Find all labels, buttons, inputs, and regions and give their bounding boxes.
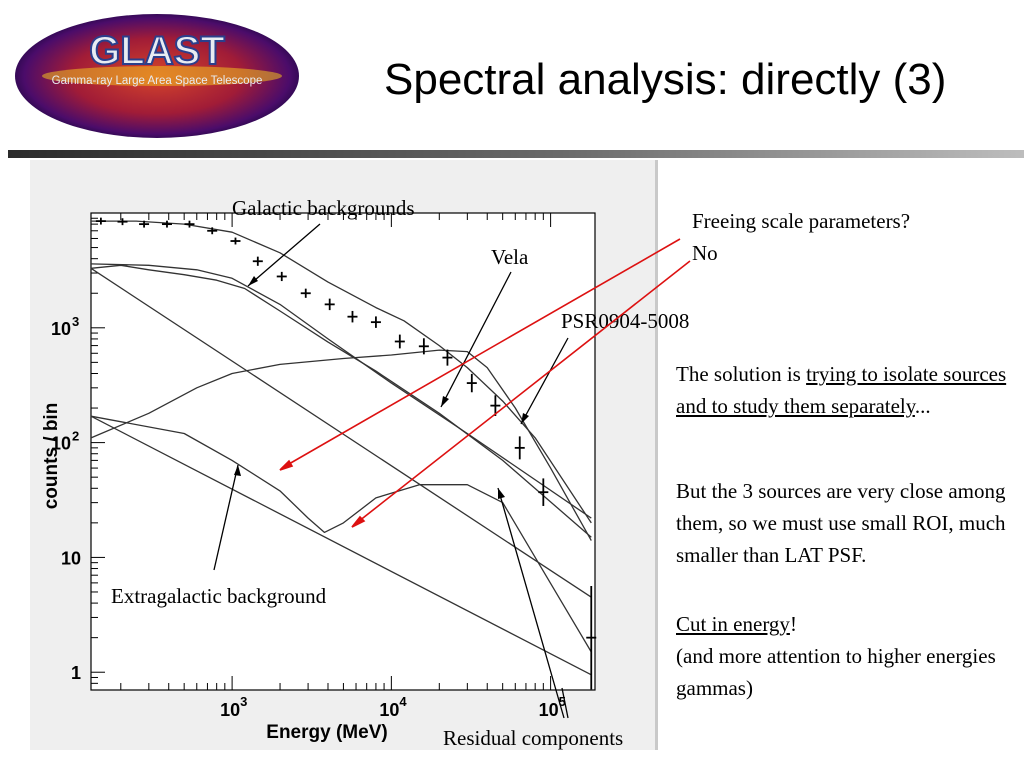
- model-curve-7: [90, 415, 592, 676]
- solution-paragraph: The solution is trying to isolate source…: [676, 358, 1016, 422]
- x-tick-label-exp: 5: [559, 694, 566, 709]
- freeing-answer: No: [692, 241, 718, 265]
- plot-frame: [90, 212, 596, 691]
- solution-suffix: ...: [914, 394, 931, 418]
- y-tick-label: 10: [51, 319, 71, 339]
- cut-exclaim: !: [789, 612, 797, 636]
- plot-area: [90, 212, 596, 691]
- data-point: [538, 478, 549, 506]
- red-arrow-1: [281, 238, 681, 469]
- x-axis-label: Energy (MeV): [266, 722, 387, 743]
- data-point: [276, 271, 287, 282]
- data-point: [394, 334, 405, 349]
- y-tick-label: 10: [61, 548, 81, 568]
- logo-text: GLAST: [89, 29, 225, 73]
- x-tick-label: 10: [539, 700, 559, 720]
- arrowhead-psr: [521, 413, 529, 424]
- red-arrowhead-1: [279, 459, 294, 471]
- y-tick-label: 10: [51, 434, 71, 454]
- higher-energies-note: (and more attention to higher energies g…: [676, 644, 996, 700]
- arrow-psr: [520, 337, 569, 425]
- title-divider: [8, 150, 1024, 158]
- arrowhead-vela: [441, 396, 449, 407]
- data-point: [586, 585, 597, 690]
- data-point: [252, 256, 263, 266]
- label-galactic-backgrounds: Galactic backgrounds: [232, 196, 415, 220]
- label-vela: Vela: [491, 245, 529, 269]
- data-point: [95, 217, 106, 225]
- data-point: [490, 395, 501, 416]
- arrowhead-residual: [498, 488, 505, 499]
- data-point: [442, 349, 453, 366]
- logo-subtitle: Gamma-ray Large Area Space Telescope: [52, 75, 263, 87]
- slide-title: Spectral analysis: directly (3): [384, 55, 947, 104]
- data-point: [347, 310, 358, 323]
- solution-prefix: The solution is: [676, 362, 807, 386]
- data-point: [300, 288, 311, 298]
- x-tick-label-exp: 4: [399, 694, 407, 709]
- data-point: [370, 316, 381, 328]
- model-curve-4: [90, 349, 592, 541]
- arrowhead-galactic: [248, 276, 258, 286]
- solution-underlined: trying to isolate sources and to study t…: [676, 362, 1007, 418]
- x-tick-label: 10: [220, 700, 240, 720]
- arrow-extragalactic: [213, 464, 239, 571]
- arrowhead-extragalactic: [234, 465, 241, 476]
- y-tick-label-exp: 2: [72, 429, 79, 444]
- cut-in-energy: Cut in energy: [676, 612, 790, 636]
- data-point: [230, 237, 241, 245]
- label-residual-components: Residual components: [443, 726, 623, 750]
- data-point: [418, 338, 429, 355]
- data-point: [466, 373, 477, 393]
- data-point: [184, 220, 195, 228]
- data-point: [207, 227, 218, 235]
- data-point: [139, 220, 150, 228]
- data-points: [95, 217, 597, 690]
- x-tick-label: 10: [379, 700, 399, 720]
- arrow-residual-1: [497, 487, 565, 719]
- label-psr0904: PSR0904-5008: [561, 309, 689, 333]
- model-curve-1: [91, 220, 592, 524]
- y-tick-label: 1: [71, 663, 81, 683]
- y-tick-label-exp: 3: [72, 314, 79, 329]
- arrow-galactic: [247, 223, 321, 287]
- freeing-question: Freeing scale parameters?: [692, 209, 911, 233]
- red-arrowhead-2: [351, 515, 366, 528]
- label-extragalactic-background: Extragalactic background: [111, 584, 327, 608]
- data-point: [324, 298, 335, 311]
- arrow-residual-2: [561, 687, 569, 719]
- red-arrow-2: [353, 260, 691, 526]
- model-curve-3: [90, 263, 592, 519]
- arrow-vela: [440, 271, 512, 408]
- data-point: [161, 220, 172, 228]
- x-tick-label-exp: 3: [240, 694, 247, 709]
- sources-paragraph: But the 3 sources are very close among t…: [676, 479, 1006, 567]
- model-curve-6: [90, 267, 592, 598]
- cut-paragraph: Cut in energy!: [676, 608, 1016, 640]
- data-point: [117, 218, 128, 226]
- y-axis-label: counts / bin: [41, 403, 62, 510]
- data-point: [514, 436, 525, 460]
- glast-logo-icon: GLAST Gamma-ray Large Area Space Telesco…: [15, 14, 299, 138]
